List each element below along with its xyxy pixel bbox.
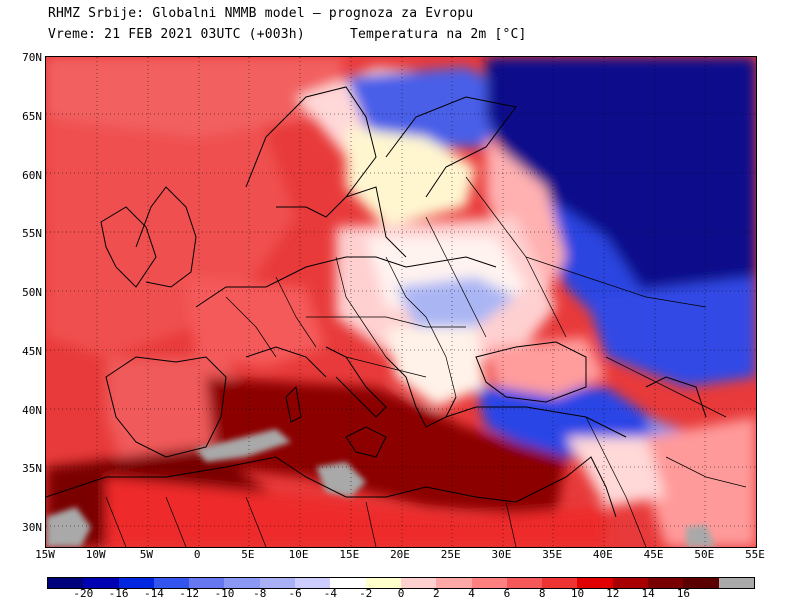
colorbar-swatch [118,578,154,588]
colorbar-swatch [48,578,84,588]
colorbar-label: 16 [676,587,691,600]
colorbar-swatch [400,578,437,588]
colorbar-label: -12 [179,587,200,600]
lat-label: 65N [22,109,42,123]
colorbar-label: -16 [108,587,129,600]
lat-label: 55N [22,227,42,241]
colorbar-label: 14 [641,587,655,600]
colorbar-label: 0 [397,587,405,600]
colorbar-label: 4 [468,587,475,600]
colorbar-swatch [718,578,754,588]
lon-label: 40E [592,548,613,561]
colorbar-label: -20 [73,587,94,600]
lon-label: 10E [288,548,309,561]
lon-label: 15E [339,548,360,561]
colorbar-label: 6 [503,587,511,600]
lon-label: 0 [193,548,201,561]
colorbar-swatch [648,578,684,588]
lat-label: 45N [22,344,42,358]
lat-label: 70N [22,51,42,64]
colorbar-swatch [153,578,190,588]
map-canvas [46,57,756,547]
lon-label: 20E [390,548,410,561]
colorbar-label: -4 [323,587,338,600]
colorbar-label: -10 [214,587,235,600]
lat-label: 35N [22,462,42,476]
coastlines [46,86,707,518]
lon-label: 50E [694,548,715,561]
colorbar-swatch [224,578,260,588]
country-borders [105,176,747,547]
forecast-time: Vreme: 21 FEB 2021 03UTC (+003h) [48,27,305,42]
colorbar-swatch [436,578,472,588]
colorbar-label: 10 [570,587,585,600]
lon-label: 30E [491,548,512,561]
lat-label: 60N [22,168,42,182]
map-subtitle: Vreme: 21 FEB 2021 03UTC (+003h) Temperat… [48,27,526,42]
colorbar-label: -8 [253,587,267,600]
colorbar-swatch [295,578,331,588]
lon-label: 35E [542,548,563,561]
colorbar-label: 2 [432,587,440,600]
colorbar-swatch [259,578,296,588]
colorbar-swatch [83,578,119,588]
colorbar-swatch [542,578,578,588]
lon-label: 55E [745,548,765,561]
colorbar-swatch [683,578,719,588]
colorbar-swatch [471,578,507,588]
colorbar-label: 12 [606,587,620,600]
colorbar-label: -6 [288,587,302,600]
lon-label: 15W [35,548,55,561]
graticule [46,57,756,547]
lat-label: 50N [22,286,42,299]
colorbar [47,577,755,589]
temperature-map [45,56,757,548]
colorbar-swatch [365,578,401,588]
colorbar-swatch [577,578,613,588]
temperature-shading [46,57,756,547]
colorbar-swatch [330,578,366,588]
lon-label: 25E [440,548,461,561]
lon-label: 5W [139,548,154,561]
colorbar-swatch [612,578,649,588]
lat-label: 30N [22,521,42,534]
lon-label: 5E [241,548,255,561]
map-title: RHMZ Srbije: Globalni NMMB model — progn… [48,6,474,21]
colorbar-label: -14 [143,587,164,600]
colorbar-swatch [189,578,225,588]
lon-label: 10W [85,548,106,561]
lon-label: 45E [643,548,664,561]
field-name: Temperatura na 2m [°C] [350,27,527,42]
colorbar-label: -2 [359,587,373,600]
colorbar-swatch [506,578,543,588]
lat-label: 40N [22,403,42,417]
colorbar-label: 8 [538,587,546,600]
